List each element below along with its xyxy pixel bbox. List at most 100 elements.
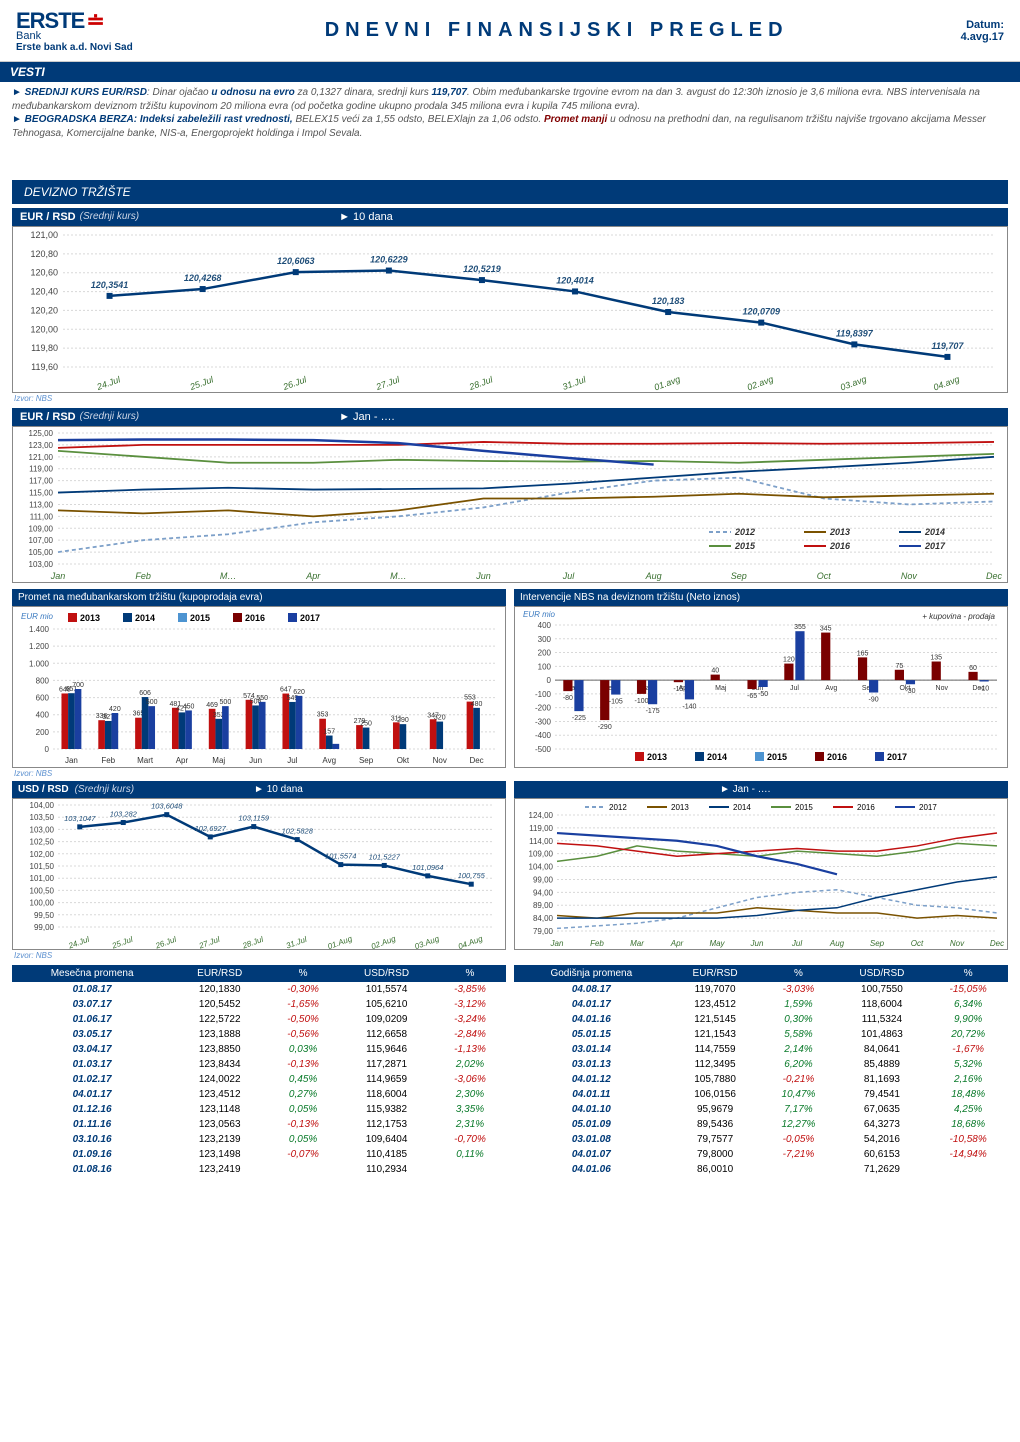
chart4-header: Intervencije NBS na deviznom tržištu (Ne…	[514, 589, 1008, 606]
svg-text:40: 40	[711, 668, 719, 675]
table-yearly: Godišnja promenaEUR/RSD%USD/RSD%04.08.17…	[514, 965, 1008, 1177]
svg-text:Aug: Aug	[645, 571, 662, 581]
svg-text:25.Jul: 25.Jul	[188, 374, 216, 392]
svg-text:119,80: 119,80	[31, 343, 58, 353]
svg-text:113,00: 113,00	[29, 500, 53, 509]
svg-text:157: 157	[323, 729, 335, 736]
svg-text:Apr: Apr	[305, 571, 321, 581]
svg-text:103,00: 103,00	[29, 560, 54, 569]
svg-text:27.Jul: 27.Jul	[374, 374, 402, 392]
svg-text:2015: 2015	[795, 803, 813, 812]
svg-text:123,00: 123,00	[29, 441, 54, 450]
svg-text:120,6229: 120,6229	[370, 255, 408, 265]
svg-text:27.Jul: 27.Jul	[197, 935, 221, 949]
svg-text:101,50: 101,50	[30, 862, 55, 871]
svg-text:300: 300	[538, 635, 552, 644]
svg-text:Jun: Jun	[750, 939, 764, 948]
svg-text:2016: 2016	[245, 613, 265, 623]
svg-text:Avg: Avg	[825, 685, 837, 692]
svg-text:Maj: Maj	[212, 756, 225, 765]
svg-text:1.200: 1.200	[29, 642, 50, 651]
svg-text:103,1159: 103,1159	[238, 814, 270, 823]
svg-text:+ kupovina - prodaja: + kupovina - prodaja	[922, 612, 995, 621]
svg-text:119,8397: 119,8397	[836, 328, 874, 338]
svg-text:2012: 2012	[734, 527, 755, 537]
svg-text:31.Jul: 31.Jul	[285, 935, 308, 949]
svg-text:2016: 2016	[827, 752, 847, 762]
svg-text:-50: -50	[758, 691, 768, 698]
svg-text:04.avg: 04.avg	[932, 374, 961, 392]
svg-text:2014: 2014	[924, 527, 945, 537]
svg-text:0: 0	[547, 676, 552, 685]
svg-text:420: 420	[109, 706, 121, 713]
svg-text:103,00: 103,00	[30, 825, 55, 834]
svg-text:99,00: 99,00	[34, 923, 55, 932]
svg-text:Nov: Nov	[950, 939, 965, 948]
table-monthly: Mesečna promenaEUR/RSD%USD/RSD%01.08.171…	[12, 965, 506, 1177]
svg-text:2012: 2012	[609, 803, 627, 812]
svg-text:2017: 2017	[919, 803, 937, 812]
svg-text:Nov: Nov	[433, 756, 447, 765]
svg-text:60: 60	[969, 665, 977, 672]
svg-text:355: 355	[794, 624, 806, 631]
svg-text:250: 250	[360, 721, 372, 728]
chart5-header: USD / RSD(Srednji kurs) ► 10 dana	[12, 781, 506, 798]
svg-text:01.avg: 01.avg	[653, 374, 682, 392]
svg-text:79,00: 79,00	[533, 927, 554, 936]
svg-text:480: 480	[471, 701, 483, 708]
svg-text:2017: 2017	[924, 541, 946, 551]
svg-text:Jan: Jan	[550, 939, 564, 948]
svg-text:-175: -175	[646, 708, 660, 715]
svg-text:-105: -105	[609, 699, 623, 706]
svg-text:500: 500	[146, 699, 158, 706]
chart5: 99,0099,50100,00100,50101,00101,50102,00…	[12, 798, 506, 950]
svg-text:24.Jul: 24.Jul	[66, 935, 90, 949]
svg-text:25.Jul: 25.Jul	[110, 935, 134, 949]
svg-text:Jun: Jun	[249, 756, 262, 765]
svg-text:101,00: 101,00	[30, 874, 55, 883]
svg-text:02.avg: 02.avg	[746, 374, 775, 392]
svg-text:121,00: 121,00	[30, 230, 58, 240]
svg-text:111,00: 111,00	[30, 512, 54, 521]
svg-text:647: 647	[280, 687, 292, 694]
chart2-header: EUR / RSD(Srednji kurs) ► Jan - ….	[12, 408, 1008, 426]
svg-text:700: 700	[72, 682, 84, 689]
svg-text:100: 100	[538, 662, 552, 671]
svg-text:2013: 2013	[829, 527, 850, 537]
chart6-header: ► Jan - ….	[514, 781, 1008, 798]
svg-text:-290: -290	[598, 724, 612, 731]
chart2: 103,00105,00107,00109,00111,00113,00115,…	[12, 426, 1008, 583]
svg-text:-90: -90	[869, 697, 879, 704]
svg-text:99,00: 99,00	[533, 875, 554, 884]
chart1: 119,60119,80120,00120,20120,40120,60120,…	[12, 226, 1008, 393]
svg-text:EUR mio: EUR mio	[21, 612, 54, 621]
svg-text:Dec: Dec	[986, 571, 1003, 581]
svg-text:117,00: 117,00	[29, 477, 53, 486]
svg-text:2013: 2013	[647, 752, 667, 762]
svg-text:120,20: 120,20	[30, 305, 58, 315]
svg-text:94,00: 94,00	[533, 888, 554, 897]
svg-text:Mart: Mart	[137, 756, 154, 765]
svg-text:2014: 2014	[135, 613, 155, 623]
svg-text:03.avg: 03.avg	[839, 374, 868, 392]
svg-text:100,00: 100,00	[30, 899, 55, 908]
header-date: Datum: 4.avg.17	[961, 19, 1004, 43]
svg-text:-65: -65	[747, 693, 757, 700]
svg-text:109,00: 109,00	[529, 850, 554, 859]
svg-text:Jul: Jul	[287, 756, 297, 765]
svg-text:119,707: 119,707	[932, 341, 965, 351]
svg-text:102,6927: 102,6927	[195, 824, 227, 833]
svg-text:02.Aug: 02.Aug	[370, 934, 397, 949]
svg-text:200: 200	[538, 649, 552, 658]
svg-text:Maj: Maj	[715, 685, 727, 692]
svg-text:26.Jul: 26.Jul	[153, 935, 177, 949]
svg-text:124,00: 124,00	[529, 811, 554, 820]
svg-text:Mar: Mar	[630, 939, 644, 948]
svg-text:121,00: 121,00	[29, 453, 54, 462]
svg-text:89,00: 89,00	[533, 901, 554, 910]
page-title: DNEVNI FINANSIJSKI PREGLED	[153, 19, 961, 42]
svg-text:290: 290	[397, 717, 409, 724]
svg-text:120,5219: 120,5219	[463, 264, 501, 274]
svg-text:101,0964: 101,0964	[412, 863, 443, 872]
chart3: EUR mio201320142015201620170200400600800…	[12, 606, 506, 768]
